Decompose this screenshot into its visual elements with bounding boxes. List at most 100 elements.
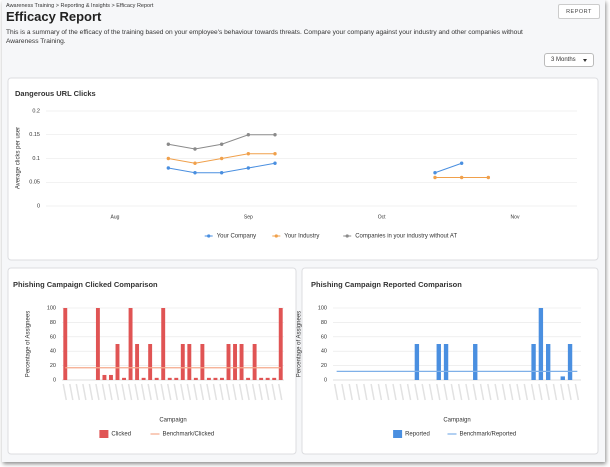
bar [226,344,231,380]
bar [95,308,100,380]
data-point [246,133,251,137]
x-tick [238,383,244,401]
bar [233,344,237,380]
bar [174,377,179,380]
y-tick-label: 20 [321,363,327,369]
bar [115,344,120,380]
bar [220,377,224,380]
x-tick [508,383,514,401]
y-tick-label: 60 [321,334,327,340]
data-point [219,156,224,161]
bar [122,377,126,380]
x-tick [127,383,133,401]
bar [436,344,441,380]
data-point [166,142,171,146]
data-point [246,152,251,156]
bar [148,344,153,380]
x-tick [101,383,107,401]
description: This is a summary of the efficacy of the… [6,29,523,45]
x-tick [384,383,390,401]
card [7,77,599,261]
x-tick [160,383,165,401]
chart-title: Phishing Campaign Clicked Comparison [13,280,158,289]
x-tick [370,383,375,401]
x-tick [414,383,419,401]
x-tick [355,383,361,401]
x-tick [108,383,113,401]
x-tick [225,383,231,401]
x-tick [199,383,205,401]
data-point [459,175,464,180]
x-tick-label: Nov [511,214,520,220]
legend-dot [207,234,211,238]
bar [109,374,113,380]
x-tick-label: Oct [378,214,386,220]
x-tick [530,383,536,401]
x-tick [552,383,558,401]
bar [278,308,283,380]
y-tick-label: 0 [53,377,56,383]
x-tick [487,383,492,401]
x-tick [95,383,100,401]
x-tick [399,383,405,401]
bar [252,344,257,380]
x-tick [271,383,276,401]
x-tick [392,383,397,401]
x-tick [134,383,139,401]
legend-label: Your Industry [284,234,319,240]
bar [63,308,68,380]
data-point [273,133,277,137]
breadcrumb[interactable]: Awareness Training > Reporting & Insight… [6,3,154,9]
data-point [166,166,171,170]
chart-title: Phishing Campaign Reported Comparison [311,280,462,289]
x-tick [232,383,237,401]
x-tick [457,383,463,401]
y-axis-label: Percentage of Assignees [297,311,303,377]
x-tick [186,383,192,401]
x-tick [82,383,87,401]
x-tick [147,383,152,401]
bar [213,377,218,380]
x-tick [472,383,477,401]
x-tick [436,383,441,401]
x-tick [166,383,172,401]
data-point [193,161,197,165]
x-tick [180,383,185,401]
app-frame: Awareness Training > Reporting & Insight… [2,0,605,462]
bar [128,308,133,380]
y-tick-label: 100 [318,305,327,311]
x-tick [377,383,383,401]
x-tick [523,383,529,401]
bar [414,344,420,380]
x-tick [258,383,263,401]
data-point [273,152,277,156]
data-point [459,161,464,165]
x-tick [219,383,224,401]
x-tick [538,383,543,401]
data-point [219,142,224,146]
x-tick [516,383,521,401]
x-tick [341,383,346,401]
y-tick-label: 0 [324,377,327,383]
charts: Dangerous URL Clicks Average clicks per u… [7,77,599,455]
y-axis-label: Average clicks per user [16,127,22,189]
bar [135,344,140,380]
x-tick [114,383,120,401]
report-button[interactable]: REPORT [558,4,600,19]
x-tick [479,383,485,401]
x-axis-label: Campaign [443,418,470,424]
y-tick-label: 100 [47,305,56,311]
legend-label: Benchmark/Reported [460,432,517,438]
bar [259,377,264,380]
x-tick-label: Sep [244,214,253,220]
legend-label: Companies in your industry without AT [355,234,457,240]
bar [167,377,172,380]
legend-label: Reported [405,432,430,438]
data-point [486,175,491,180]
x-axis-label: Campaign [159,418,186,424]
period-dropdown[interactable]: 3 Months [544,53,594,67]
x-tick [465,383,470,401]
x-tick [494,383,499,401]
y-tick-label: 0.15 [29,132,40,138]
bar [538,308,544,380]
